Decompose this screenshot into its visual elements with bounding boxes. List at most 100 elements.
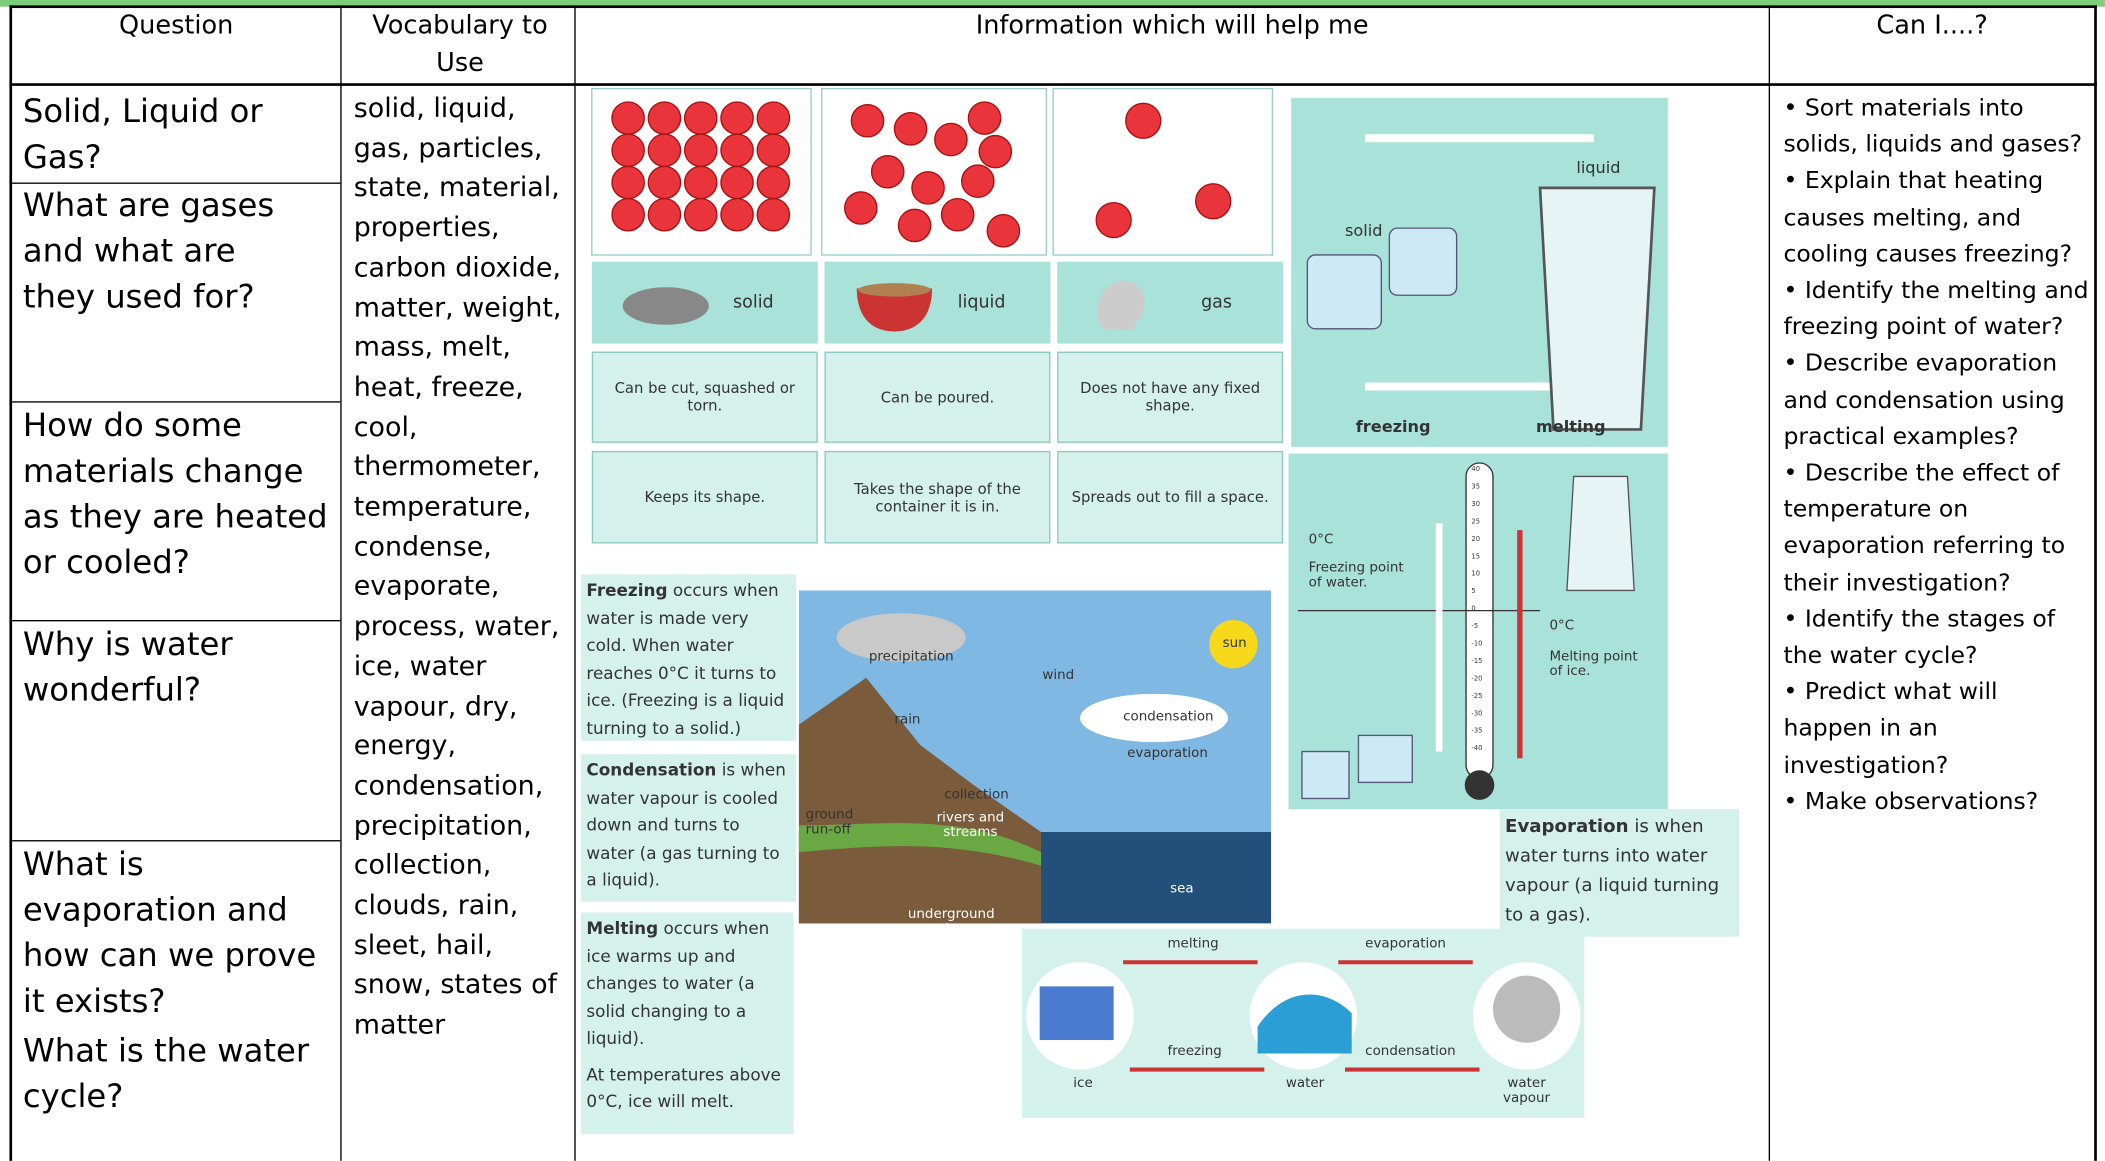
question: How do some materials change as they are…	[23, 403, 332, 586]
label: sea	[1170, 882, 1194, 897]
can-i-item: • Sort materials into solids, liquids an…	[1783, 91, 2090, 164]
label: sun	[1223, 636, 1247, 651]
question: What is the water cycle?	[23, 1028, 335, 1119]
border	[1769, 5, 1770, 1160]
particles	[0, 0, 1, 1]
particle	[757, 166, 789, 198]
can-i-item: • Describe evaporation and condensation …	[1783, 347, 2090, 457]
label: 0°C	[1309, 533, 1334, 548]
thermometer-tick: -40	[1471, 745, 1482, 753]
property: Does not have any fixed shape.	[1057, 352, 1283, 443]
page: Question Vocabulary to Use Information w…	[0, 0, 2105, 1161]
question: What is evaporation and how can we prove…	[23, 841, 335, 1024]
can-i-list: • Sort materials into solids, liquids an…	[1783, 91, 2090, 821]
property: Can be poured.	[824, 352, 1050, 443]
term: Freezing	[586, 580, 667, 600]
thermometer-tick: 35	[1471, 483, 1480, 491]
particle	[721, 166, 753, 198]
state-label: gas	[1201, 293, 1232, 313]
label: water vapour	[1500, 1076, 1554, 1106]
label: Freezing point of water.	[1309, 561, 1417, 591]
label: wind	[1042, 668, 1074, 683]
thermometer-tick: -30	[1471, 710, 1482, 718]
label: collection	[944, 788, 1009, 803]
label: evaporation	[1365, 937, 1446, 952]
label: 0°C	[1549, 619, 1574, 634]
particle	[757, 134, 789, 166]
particle	[648, 166, 680, 198]
particle	[612, 166, 644, 198]
particle	[612, 199, 644, 231]
label: melting	[1536, 417, 1606, 436]
thermometer-tick: -5	[1471, 623, 1478, 631]
particle	[648, 134, 680, 166]
note: Melting occurs when ice warms up and cha…	[581, 913, 794, 1134]
label: condensation	[1365, 1044, 1456, 1059]
particle-box	[1053, 89, 1272, 255]
can-i-item: • Describe the effect of temperature on …	[1783, 456, 2090, 602]
term: Melting	[586, 918, 658, 938]
border	[9, 5, 12, 1160]
thermometer-tick: 20	[1471, 535, 1480, 543]
border	[340, 5, 341, 1160]
header-cell: Information which will help me	[576, 7, 1769, 45]
thermometer-tick: -20	[1471, 675, 1482, 683]
can-i-item: • Make observations?	[1783, 785, 2090, 822]
particle	[685, 102, 717, 134]
question: What are gases and what are they used fo…	[23, 183, 292, 320]
label: rain	[894, 713, 920, 728]
label: rivers and streams	[933, 811, 1007, 841]
label: freezing	[1167, 1044, 1221, 1059]
header-cell: Question	[12, 7, 340, 45]
label: water	[1286, 1076, 1324, 1091]
text: occurs when water is made very cold. Whe…	[586, 580, 784, 738]
border	[574, 5, 575, 1160]
vocabulary: solid, liquid, gas, particles, state, ma…	[354, 89, 569, 1046]
particle	[648, 102, 680, 134]
label: evaporation	[1127, 746, 1208, 761]
can-i-item: • Identify the stages of the water cycle…	[1783, 602, 2090, 675]
can-i-item: • Identify the melting and freezing poin…	[1783, 274, 2090, 347]
label: condensation	[1123, 710, 1214, 725]
particle	[757, 199, 789, 231]
term: Condensation	[586, 760, 716, 780]
particle	[685, 134, 717, 166]
label: freezing	[1356, 417, 1431, 436]
thermometer-tick: 0	[1471, 605, 1475, 613]
thermometer-tick: 30	[1471, 501, 1480, 509]
note: Freezing occurs when water is made very …	[581, 574, 796, 740]
document: Question Vocabulary to Use Information w…	[0, 0, 2105, 1161]
thermometer-tick: -10	[1471, 640, 1482, 648]
particle	[612, 102, 644, 134]
question: Why is water wonderful?	[23, 621, 292, 712]
particle	[757, 102, 789, 134]
thermometer-tick: 40	[1471, 466, 1480, 474]
property: Takes the shape of the container it is i…	[824, 451, 1050, 544]
label: underground water	[908, 907, 982, 937]
particle	[612, 134, 644, 166]
thermometer-tick: -35	[1471, 727, 1482, 735]
particle	[721, 134, 753, 166]
label: liquid	[1576, 158, 1620, 177]
particle	[685, 199, 717, 231]
can-i-item: • Explain that heating causes melting, a…	[1783, 164, 2090, 274]
thermometer-tick: 5	[1471, 588, 1475, 596]
particle	[721, 199, 753, 231]
property: Keeps its shape.	[592, 451, 818, 544]
particle	[721, 102, 753, 134]
thermometer-tick: -15	[1471, 658, 1482, 666]
state-label: solid	[733, 293, 774, 313]
term: Evaporation	[1505, 816, 1628, 837]
state-label: liquid	[958, 293, 1006, 313]
thermometer-tick: 15	[1471, 553, 1480, 561]
label: solid	[1345, 221, 1383, 240]
property: Can be cut, squashed or torn.	[592, 352, 818, 443]
question: Solid, Liquid or Gas?	[23, 89, 305, 180]
property: Spreads out to fill a space.	[1057, 451, 1283, 544]
label: ground run-off	[806, 808, 853, 838]
can-i-item: • Predict what will happen in an investi…	[1783, 675, 2090, 785]
note: Evaporation is when water turns into wat…	[1500, 809, 1739, 936]
label: ice	[1073, 1076, 1092, 1091]
note: Condensation is when water vapour is coo…	[581, 754, 796, 902]
text: At temperatures above 0°C, ice will melt…	[586, 1061, 788, 1116]
